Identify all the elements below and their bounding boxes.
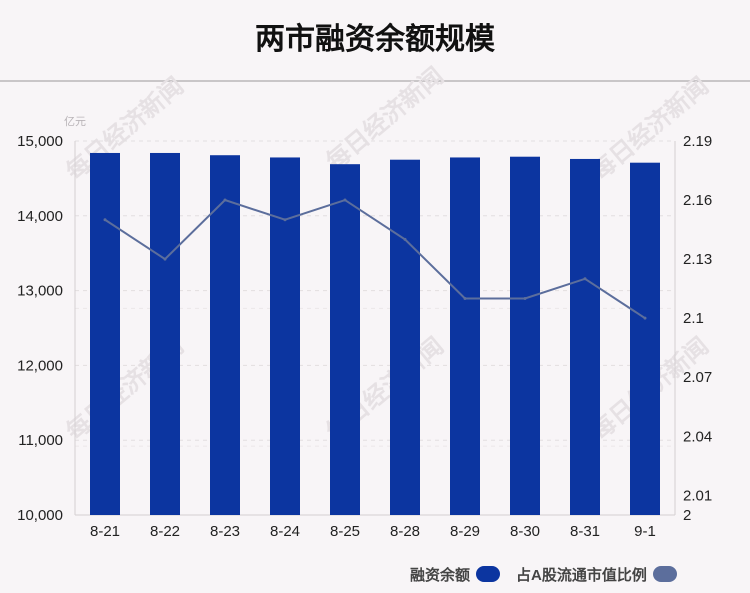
chart-title: 两市融资余额规模: [255, 23, 495, 56]
y-right-tick-label: 2.16: [683, 192, 712, 209]
x-tick-label: 8-24: [270, 523, 300, 540]
x-tick-label: 8-29: [450, 523, 480, 540]
line-point-8-21: [103, 218, 107, 222]
x-tick-label: 9-1: [634, 523, 656, 540]
legend-label-line: 占A股流通市值比例: [516, 566, 647, 584]
x-tick-label: 8-23: [210, 523, 240, 540]
legend-label-bar: 融资余额: [410, 566, 471, 584]
bar-8-23: [210, 155, 240, 515]
line-point-8-28: [403, 237, 407, 241]
legend-swatch-bar: [476, 566, 501, 582]
y-right-tick-label: 2.1: [683, 310, 704, 327]
line-point-9-1: [643, 316, 647, 320]
x-ticks: 8-21 8-22 8-23 8-24 8-25 8-28 8-29 8-30 8-31 9-1: [90, 523, 656, 540]
y-right-tick-label: 2.07: [683, 369, 712, 386]
x-tick-label: 8-25: [330, 523, 360, 540]
line-series: [103, 198, 647, 320]
bar-8-22: [150, 152, 180, 515]
bar-8-30: [510, 156, 540, 515]
bar-8-29: [450, 157, 480, 515]
y-right-tick-label: 2.13: [683, 251, 712, 268]
y-right-tick-label: 2.01: [683, 487, 712, 504]
line-point-8-29: [463, 296, 467, 300]
y-right-tick-label: 2.19: [683, 133, 712, 150]
line-point-8-24: [283, 218, 287, 222]
x-tick-label: 8-30: [510, 523, 540, 540]
bar-series: [90, 152, 660, 516]
y-left-tick-label: 11,000: [18, 432, 63, 449]
title-divider: [0, 80, 750, 82]
line-point-8-30: [523, 296, 527, 300]
bar-8-25: [330, 164, 360, 516]
line-point-8-31: [583, 277, 587, 281]
y-left-unit-label: 亿元: [64, 115, 86, 128]
legend: 融资余额 占A股流通市值比例: [410, 563, 677, 585]
bar-8-21: [90, 152, 120, 515]
bar-8-28: [390, 159, 420, 515]
y-left-tick-label: 10,000: [17, 507, 63, 524]
x-tick-label: 8-31: [570, 523, 600, 540]
x-tick-label: 8-28: [390, 523, 420, 540]
x-tick-label: 8-22: [150, 523, 180, 540]
bar-8-31: [570, 158, 600, 515]
line-point-8-25: [343, 198, 347, 202]
line-point-8-23: [223, 198, 227, 202]
bar-8-24: [270, 157, 300, 515]
ratio-line: [104, 198, 646, 319]
legend-swatch-line: [652, 566, 677, 582]
y-left-tick-label: 12,000: [17, 357, 63, 374]
y-right-tick-label: 2: [683, 507, 691, 524]
y-left-ticks: 10,000 11,000 12,000 13,000 14,000 15,000: [17, 133, 63, 524]
y-right-tick-label: 2.04: [683, 428, 712, 445]
watermark-1: 每日经济新闻: [321, 62, 449, 176]
bar-9-1: [630, 162, 660, 515]
y-left-tick-label: 14,000: [17, 208, 63, 225]
y-left-tick-label: 15,000: [17, 133, 63, 150]
y-right-ticks: 2 2.01 2.04 2.07 2.1 2.13 2.16 2.19: [683, 133, 712, 524]
x-tick-label: 8-21: [90, 523, 120, 540]
y-left-tick-label: 13,000: [17, 283, 63, 300]
line-point-8-22: [163, 257, 167, 261]
